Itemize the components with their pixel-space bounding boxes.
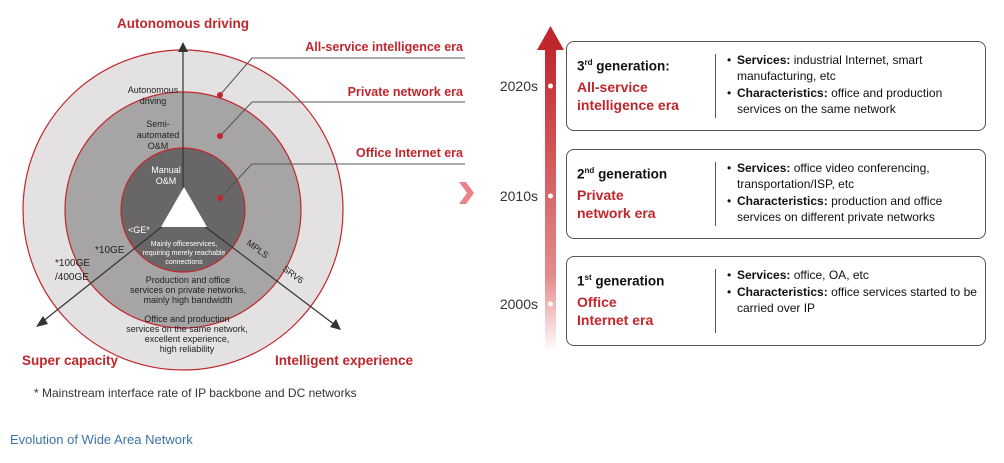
inner-desc-2: requiring merely reachable [143,250,226,257]
decade-2000s: 2000s [500,296,538,312]
characteristics-bullet: • Characteristics: production and office … [727,194,943,224]
caption: Evolution of Wide Area Network [10,432,193,447]
inner-ring-label-2: O&M [156,176,177,186]
outer-desc-4: high reliability [160,344,215,354]
era-label-office: Office Internet era [356,146,464,160]
callout-dot-office [217,195,223,201]
inner-desc-1: Mainly officeservices, [151,241,217,248]
characteristics-bullet: • Characteristics: office and production … [727,86,943,116]
callout-line-office [219,163,253,199]
middle-desc-2: services on private networks, [130,285,246,295]
generation-title: 2nd generation [577,166,668,182]
axis-label-bottom-left: Super capacity [22,353,119,368]
decade-2010s: 2010s [500,188,538,204]
axis-label-bottom-right: Intelligent experience [275,353,414,368]
characteristics-bullet: • Characteristics: office services starte… [727,285,977,315]
callout-dot-private [217,133,223,139]
footnote: * Mainstream interface rate of IP backbo… [34,386,357,400]
rate-ge: <GE* [128,225,150,235]
axis-bottom-right-arrowhead [330,319,341,330]
outer-desc-2: services on the same network, [126,324,248,334]
generation-era-label: All-service intelligence era [577,78,679,113]
timeline-arrowhead [537,26,564,50]
inner-desc-3: connections [165,259,203,266]
inner-ring-label-1: Manual [151,165,181,175]
services-bullet: • Services: office, OA, etc [727,268,869,282]
axis-bottom-right-line [182,209,336,326]
rate-10ge: *10GE [95,245,125,256]
chevron-right-icon [459,182,474,204]
card-divider [715,269,716,333]
callout-line-private [219,101,253,137]
timeline-marker-2000s [548,301,553,307]
rate-100ge-1: *100GE [55,258,90,269]
outer-desc-1: Office and production [144,314,229,324]
middle-ring-label-1: Semi- [146,119,170,129]
generation-era-label: Office Internet era [577,293,654,328]
card-divider [715,162,716,226]
era-label-all-service: All-service intelligence era [305,40,464,54]
timeline-shaft [545,46,556,352]
era-label-private: Private network era [348,85,464,99]
card-divider [715,54,716,118]
rate-100ge-2: /400GE [55,272,89,283]
callout-dot-all-service [217,92,223,98]
services-bullet: • Services: office video conferencing, tr… [727,161,930,191]
middle-ring-label-3: O&M [148,141,169,151]
generation-card-2nd: 2nd generation Private network era • Servi… [566,149,986,239]
axis-label-top: Autonomous driving [117,16,249,31]
middle-desc-3: mainly high bandwidth [143,295,232,305]
generation-card-1st: 1st generation Office Internet era • Servi… [566,256,986,346]
axis-top-arrowhead [178,42,188,52]
axis-bottom-left-arrowhead [36,316,48,327]
timeline-marker-2020s [548,83,553,89]
generation-title: 3rd generation: [577,58,670,74]
center-triangle [161,187,207,227]
timeline-marker-2010s [548,193,553,199]
decade-2020s: 2020s [500,78,538,94]
generation-era-label: Private network era [577,186,656,221]
services-bullet: • Services: industrial Internet, smart ma… [727,53,923,83]
outer-ring-label-1: Autonomous [128,85,179,95]
middle-desc-1: Production and office [146,275,230,285]
middle-ring-label-2: automated [137,130,180,140]
generation-card-3rd: 3rd generation: All-service intelligence … [566,41,986,131]
generation-title: 1st generation [577,273,665,289]
callout-line-all-service [219,57,253,96]
outer-ring-label-2: driving [140,96,167,106]
axis-bottom-left-line [41,209,184,323]
outer-desc-3: excellent experience, [145,334,230,344]
